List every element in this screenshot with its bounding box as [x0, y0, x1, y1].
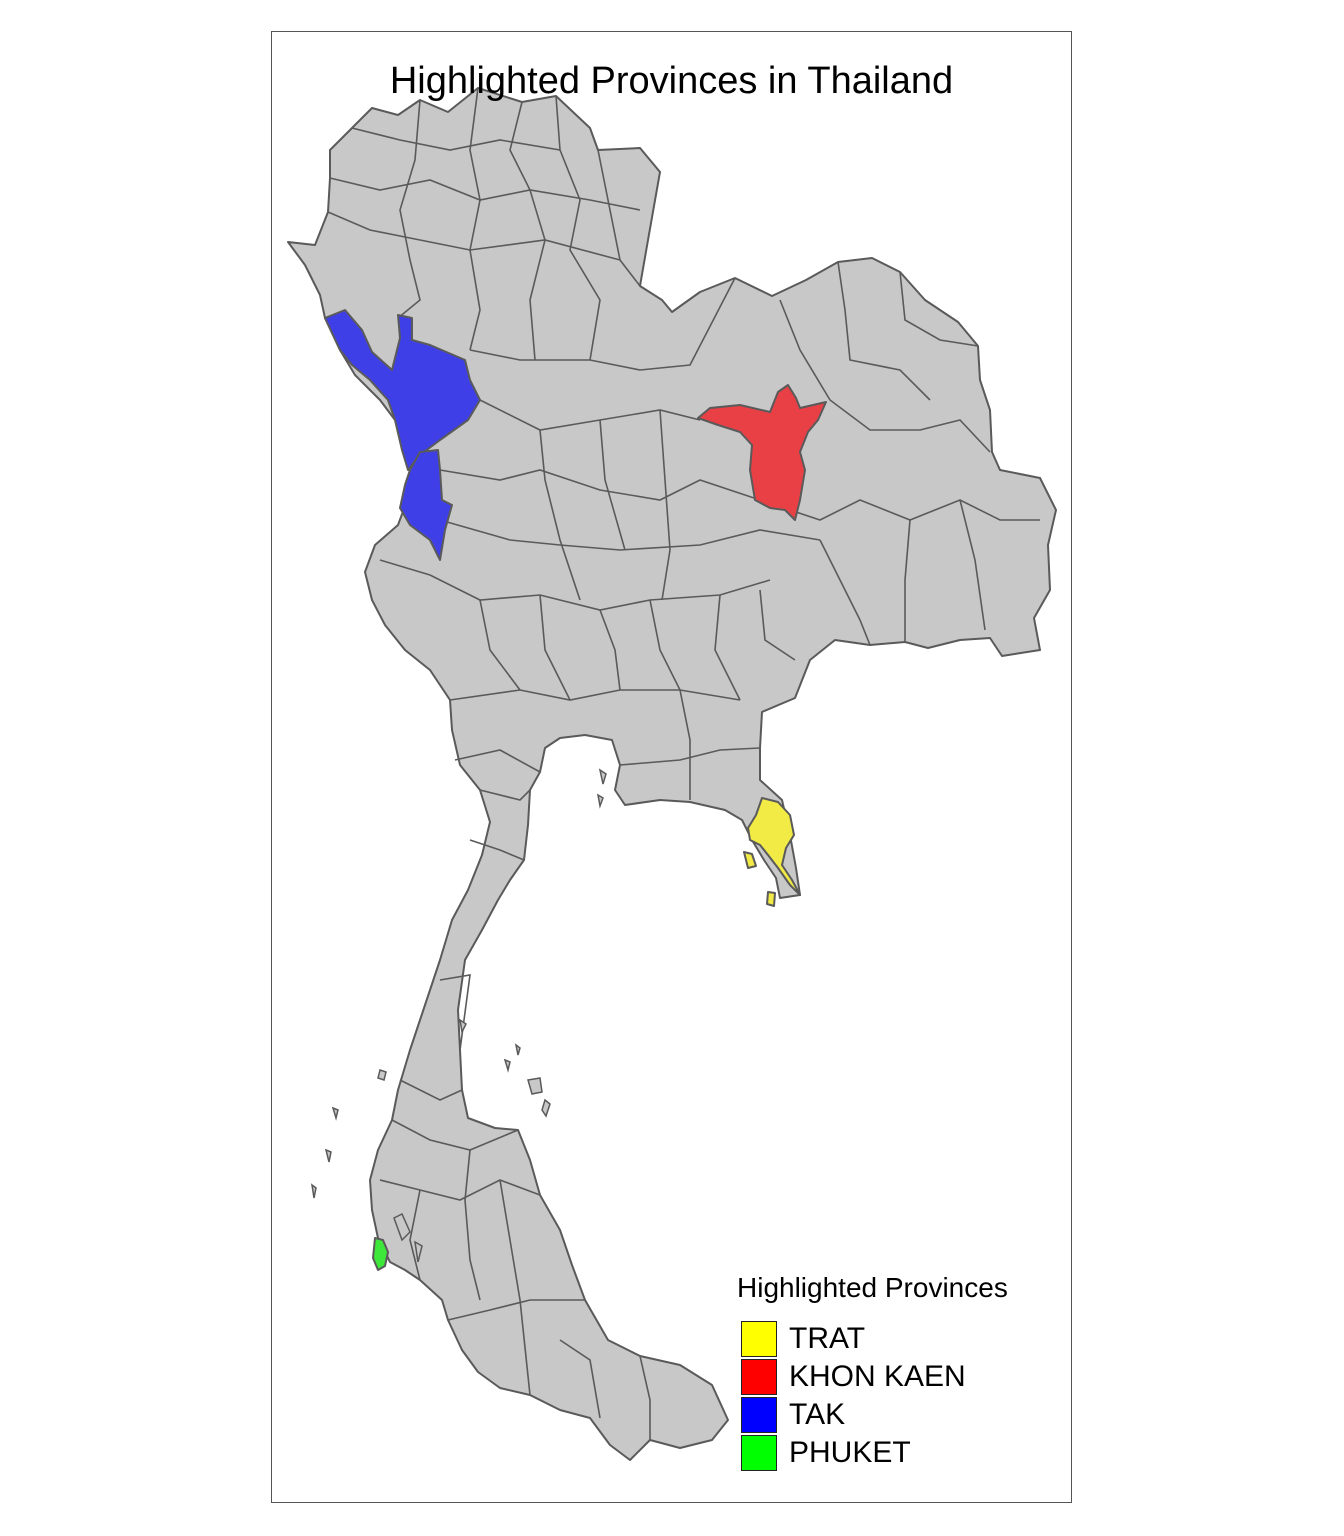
map-title: Highlighted Provinces in Thailand	[389, 60, 954, 102]
province-tak	[324, 309, 481, 471]
legend-label: TAK	[789, 1398, 846, 1431]
legend-label: TRAT	[789, 1322, 866, 1355]
province-borders	[327, 87, 1040, 1440]
island-dots	[310, 768, 607, 1263]
legend-item-khon-kaen: KHON KAEN	[741, 1358, 1008, 1396]
province-tak-south	[399, 449, 453, 561]
thailand-outline	[287, 87, 1057, 1461]
legend-item-trat: TRAT	[741, 1320, 1008, 1358]
legend-swatch-tak	[741, 1397, 777, 1433]
legend-swatch-trat	[741, 1321, 777, 1357]
legend-swatch-phuket	[741, 1435, 777, 1471]
legend-title: Highlighted Provinces	[737, 1272, 1008, 1303]
province-trat-island	[743, 851, 776, 907]
legend-item-phuket: PHUKET	[741, 1434, 1008, 1472]
legend-label: KHON KAEN	[789, 1360, 966, 1393]
legend: Highlighted Provinces TRAT KHON KAEN TAK…	[737, 1272, 1008, 1472]
legend-label: PHUKET	[789, 1436, 911, 1469]
province-khon-kaen	[697, 384, 827, 521]
map-panel-frame	[271, 31, 1072, 1503]
legend-item-tak: TAK	[741, 1396, 1008, 1434]
legend-swatch-khon-kaen	[741, 1359, 777, 1395]
province-trat	[747, 797, 801, 896]
province-phuket	[372, 1237, 389, 1271]
